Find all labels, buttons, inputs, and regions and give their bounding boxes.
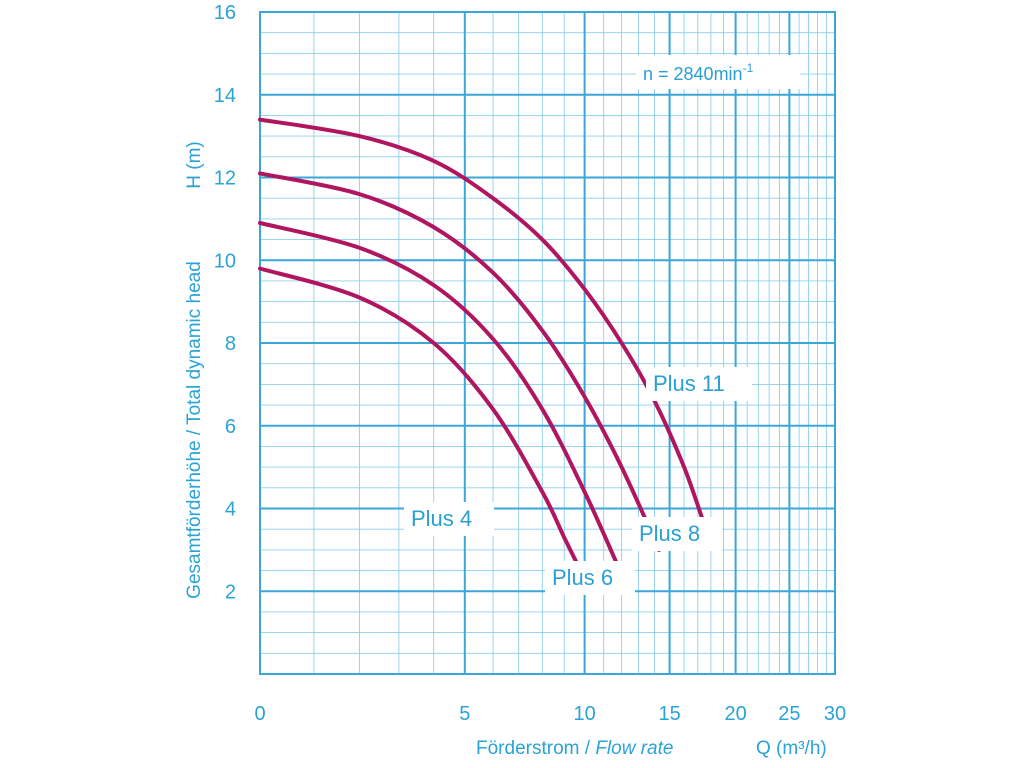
plot-frame [259, 11, 836, 675]
series-label-plus-4: Plus 4 [411, 506, 472, 531]
series-labels: Plus 11 Plus 8 Plus 4 Plus 6 [404, 367, 752, 595]
y-tick-label: 14 [214, 85, 236, 107]
x-axis-label-italic: Flow rate [595, 738, 673, 759]
x-axis-label-prefix: Förderstrom / [476, 738, 595, 759]
speed-note: n = 2840min-1 [636, 55, 800, 89]
y-axis-unit-symbol: H (m) [184, 141, 205, 188]
speed-note-superscript: -1 [743, 61, 754, 75]
y-tick-label: 4 [225, 499, 236, 521]
y-tick-label: 16 [214, 2, 236, 24]
curve-plus-4 [258, 266, 587, 581]
y-tick-label: 12 [214, 168, 236, 190]
x-tick-label: 25 [778, 703, 800, 725]
curve-plus-6 [258, 221, 621, 569]
series-label-plus-8: Plus 8 [639, 521, 700, 546]
x-tick-label: 5 [459, 703, 470, 725]
y-axis-unit: H (m) [184, 141, 205, 188]
y-axis-label: Gesamtförderhöhe / Total dynamic head [184, 261, 205, 599]
series-label-plus-11: Plus 11 [653, 371, 725, 396]
x-tick-label: 20 [724, 703, 746, 725]
series-label-plus-6: Plus 6 [552, 565, 613, 590]
svg-text:n = 2840min-1: n = 2840min-1 [643, 61, 754, 84]
y-tick-label: 6 [225, 416, 236, 438]
x-axis-label: Förderstrom / Flow rate [476, 738, 673, 759]
y-axis-title: Gesamtförderhöhe / Total dynamic head [184, 261, 205, 599]
x-tick-label: 10 [573, 703, 595, 725]
series-curves [258, 117, 707, 581]
curve-plus-11 [258, 117, 707, 527]
x-tick-label: 0 [254, 703, 265, 725]
x-tick-label: 15 [658, 703, 680, 725]
y-tick-label: 8 [225, 333, 236, 355]
x-tick-label: 30 [824, 703, 846, 725]
speed-note-text: n = 2840min [643, 64, 743, 84]
y-tick-label: 10 [214, 250, 236, 272]
x-axis-unit-symbol: Q (m³/h) [756, 738, 827, 759]
y-tick-label: 2 [225, 581, 236, 603]
tick-labels: 2 4 6 8 10 12 14 16 0 5 10 15 20 25 30 [214, 2, 846, 725]
curve-plus-8 [258, 171, 662, 552]
